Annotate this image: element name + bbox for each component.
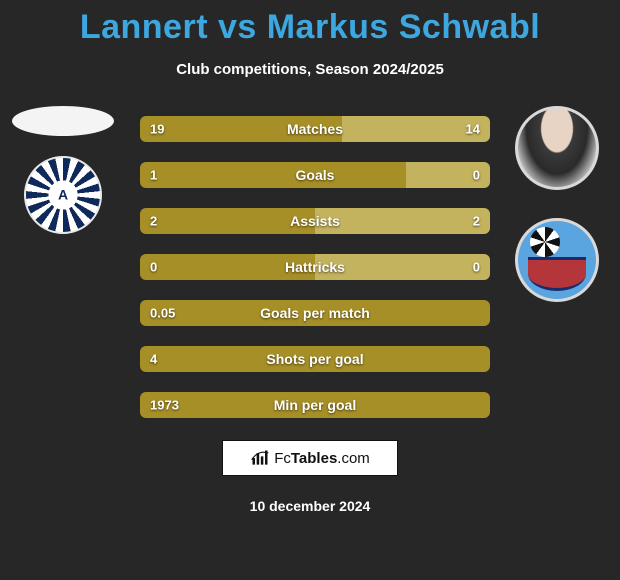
stat-row: Min per goal1973 — [140, 392, 490, 418]
stat-bar-left — [140, 208, 315, 234]
stat-value-left: 2 — [150, 214, 157, 229]
stat-row: Goals10 — [140, 162, 490, 188]
brand-bold: Tables — [291, 450, 337, 467]
stat-value-right: 0 — [473, 168, 480, 183]
brand-post: .com — [337, 450, 370, 467]
stat-value-right: 2 — [473, 214, 480, 229]
stat-row: Assists22 — [140, 208, 490, 234]
player1-avatar-placeholder — [12, 106, 114, 136]
stat-bar-left — [140, 346, 490, 372]
stat-value-left: 1 — [150, 168, 157, 183]
stat-bar-right — [315, 208, 490, 234]
stat-value-left: 1973 — [150, 398, 179, 413]
stat-value-right: 14 — [466, 122, 480, 137]
player2-avatar — [515, 106, 599, 190]
brand-pre: Fc — [274, 450, 291, 467]
stat-row: Shots per goal4 — [140, 346, 490, 372]
player2-club-badge — [515, 218, 599, 302]
left-player-column — [8, 106, 118, 234]
stat-bar-left — [140, 392, 490, 418]
stat-row: Goals per match0.05 — [140, 300, 490, 326]
stat-value-left: 0 — [150, 260, 157, 275]
stat-value-left: 19 — [150, 122, 164, 137]
chart-icon — [250, 448, 270, 468]
stat-value-right: 0 — [473, 260, 480, 275]
footer-date: 10 december 2024 — [0, 498, 620, 514]
right-player-column — [512, 106, 602, 302]
comparison-title: Lannert vs Markus Schwabl — [0, 0, 620, 47]
stat-bar-left — [140, 162, 406, 188]
stat-bar-left — [140, 254, 315, 280]
stats-bars: Matches1914Goals10Assists22Hattricks00Go… — [140, 116, 490, 418]
player1-club-badge — [24, 156, 102, 234]
stat-row: Matches1914 — [140, 116, 490, 142]
stat-bar-left — [140, 116, 342, 142]
stat-value-left: 4 — [150, 352, 157, 367]
comparison-subtitle: Club competitions, Season 2024/2025 — [0, 61, 620, 78]
stat-bar-left — [140, 300, 490, 326]
stat-value-left: 0.05 — [150, 306, 175, 321]
stat-bar-right — [315, 254, 490, 280]
footer-brand-text: FcTables.com — [274, 450, 370, 467]
fctables-logo: FcTables.com — [222, 440, 398, 476]
stat-row: Hattricks00 — [140, 254, 490, 280]
